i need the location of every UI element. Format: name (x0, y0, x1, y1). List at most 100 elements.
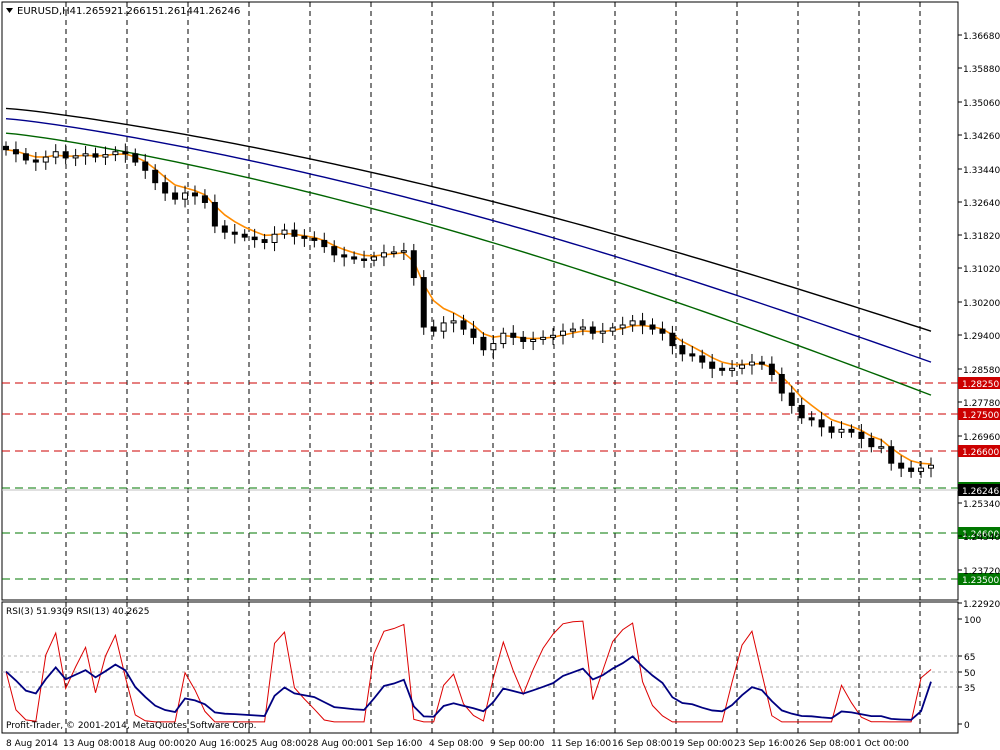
bear-candle (898, 462, 905, 469)
time-axis-label: 11 Sep 16:00 (551, 739, 611, 749)
bear-candle (211, 201, 218, 227)
rsi-tick-label: 50 (964, 669, 976, 679)
bear-candle (430, 326, 437, 332)
bear-candle (808, 417, 815, 421)
bull-candle (550, 334, 557, 338)
bull-candle (440, 322, 447, 332)
bull-candle (102, 154, 109, 158)
bull-candle (281, 229, 288, 235)
bull-candle (559, 330, 566, 336)
moving-averages (5, 107, 932, 465)
bear-candle (62, 151, 69, 159)
bull-candle (500, 332, 507, 345)
bull-candle (838, 428, 845, 433)
bull-candle (72, 155, 79, 159)
support-level-label: 1.23500 (962, 576, 999, 586)
bear-candle (152, 169, 159, 184)
bull-candle (400, 250, 407, 253)
candles (3, 141, 934, 478)
support-level-label-bg (958, 527, 1000, 539)
bear-candle (868, 437, 875, 448)
bear-candle (92, 153, 99, 158)
price-tick-label: 1.31020 (963, 265, 1000, 275)
bull-candle (42, 156, 49, 163)
support-level-label-bg (958, 573, 1000, 585)
bear-candle (818, 419, 825, 428)
rsi-tick-label: 65 (964, 653, 975, 663)
bear-candle (679, 345, 686, 355)
time-axis-label: 13 Aug 08:00 (63, 739, 124, 749)
bull-candle (182, 192, 189, 200)
bear-candle (221, 225, 228, 233)
price-tick-label: 1.30200 (963, 299, 1000, 309)
bear-candle (828, 426, 835, 433)
support-level-label: 1.24600 (962, 530, 999, 540)
rsi-axis: 100 65 50 35 0 (958, 616, 981, 731)
bear-candle (758, 361, 765, 365)
bull-candle (928, 464, 934, 469)
bear-candle (32, 159, 39, 163)
bull-candle (540, 336, 547, 340)
time-axis: 8 Aug 2014 13 Aug 08:00 18 Aug 00:00 20 Aug… (6, 739, 909, 749)
resistance-level-label-bg (958, 408, 1000, 420)
bear-candle (241, 233, 248, 238)
bear-candle (122, 151, 129, 155)
bear-candle (639, 320, 646, 326)
bear-candle (231, 231, 238, 235)
rsi-lines (5, 620, 932, 723)
time-axis-label: 19 Sep 00:00 (673, 739, 733, 749)
price-tick-label: 1.35060 (963, 99, 1000, 109)
bull-candle (599, 330, 606, 334)
rsi-chart-area[interactable] (1, 601, 959, 734)
ohlc-high: 1.26615 (117, 6, 158, 17)
bull-candle (609, 327, 616, 332)
bear-candle (410, 250, 417, 279)
bull-candle (629, 320, 636, 326)
bull-candle (878, 446, 885, 449)
resistance-level-label-bg (958, 377, 1000, 389)
rsi-3-line (5, 620, 932, 723)
rsi-13-line (5, 655, 932, 721)
copyright-text: Profit-Trader, © 2001-2014, MetaQuotes S… (6, 721, 256, 731)
bear-candle (848, 428, 855, 433)
bear-candle (22, 153, 29, 161)
bear-candle (251, 236, 258, 241)
bear-candle (460, 320, 467, 330)
bear-candle (261, 239, 268, 243)
bear-candle (888, 446, 895, 464)
bull-candle (569, 328, 576, 332)
bear-candle (3, 145, 9, 151)
bear-candle (361, 258, 368, 261)
chart-menu-icon[interactable] (6, 8, 13, 13)
time-axis-label: 1 Oct 00:00 (856, 739, 909, 749)
time-axis-label: 18 Aug 00:00 (124, 739, 185, 749)
bull-candle (739, 364, 746, 369)
bull-candle (619, 324, 626, 329)
bull-candle (112, 151, 119, 156)
bull-candle (729, 367, 736, 371)
bear-candle (301, 235, 308, 239)
bear-candle (12, 149, 19, 155)
rsi-tick-label: 35 (964, 684, 975, 694)
time-axis-label: 25 Aug 08:00 (246, 739, 307, 749)
bull-candle (371, 256, 378, 261)
bear-candle (689, 353, 696, 357)
bear-candle (291, 229, 298, 237)
time-axis-label: 23 Sep 16:00 (734, 739, 794, 749)
bear-candle (132, 153, 139, 163)
time-axis-label: 1 Sep 16:00 (368, 739, 423, 749)
bear-candle (341, 254, 348, 258)
time-gridlines (65, 2, 921, 733)
price-tick-label: 1.23720 (963, 567, 1000, 577)
bear-candle (520, 336, 527, 342)
price-tick-label: 1.22920 (963, 600, 1000, 610)
bear-candle (798, 404, 805, 419)
bear-candle (351, 256, 358, 260)
main-chart-area[interactable] (1, 1, 959, 601)
price-tick-label: 1.31820 (963, 232, 1000, 242)
level-lines (2, 382, 958, 580)
ohlc-open: 1.26592 (76, 6, 117, 17)
bear-candle (858, 431, 865, 439)
current-price-label: 1.26246 (962, 487, 999, 497)
